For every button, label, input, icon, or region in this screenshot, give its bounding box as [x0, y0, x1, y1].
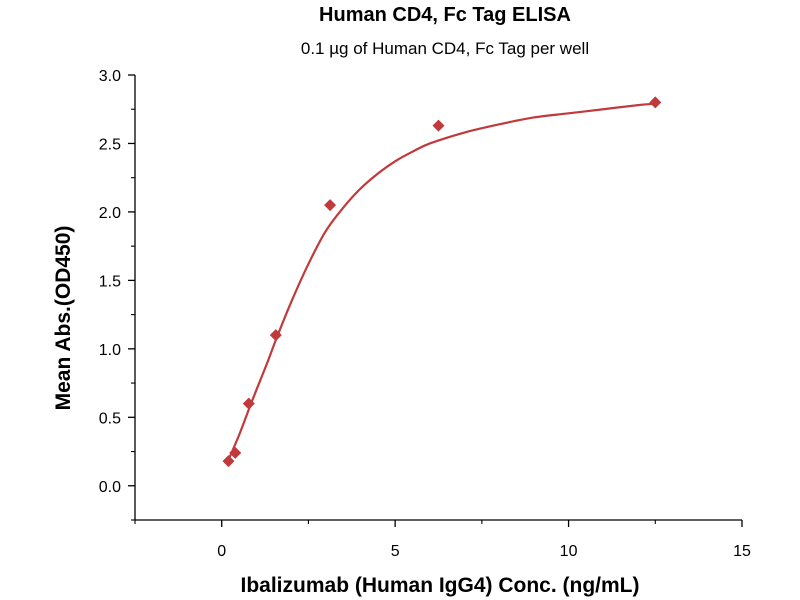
data-point — [649, 96, 662, 109]
y-tick-label: 1.0 — [99, 342, 121, 359]
y-tick-label: 3.0 — [99, 68, 121, 85]
x-tick-label: 10 — [560, 543, 578, 560]
x-axis-label: Ibalizumab (Human IgG4) Conc. (ng/mL) — [241, 574, 640, 597]
x-ticks: 0 5 10 15 — [134, 520, 751, 560]
data-point — [242, 397, 255, 410]
y-tick-label: 0.5 — [99, 410, 121, 427]
fit-curve-line — [227, 102, 656, 461]
data-point — [229, 446, 242, 459]
y-tick-label: 0.0 — [99, 479, 121, 496]
x-tick-label: 0 — [217, 543, 226, 560]
y-tick-label: 2.0 — [99, 205, 121, 222]
data-points — [222, 96, 662, 468]
data-point — [324, 199, 337, 212]
x-tick-label: 5 — [391, 543, 400, 560]
x-tick-label: 15 — [733, 543, 751, 560]
chart-title: Human CD4, Fc Tag ELISA — [319, 4, 571, 26]
data-point — [432, 119, 445, 132]
y-tick-label: 2.5 — [99, 136, 121, 153]
chart-subtitle: 0.1 µg of Human CD4, Fc Tag per well — [301, 39, 589, 58]
axes — [134, 75, 742, 521]
data-point — [222, 455, 235, 468]
y-tick-label: 1.5 — [99, 273, 121, 290]
y-axis-label: Mean Abs.(OD450) — [52, 226, 75, 411]
data-point — [269, 329, 282, 342]
y-ticks: 0.0 0.5 1.0 1.5 2.0 2.5 3.0 — [99, 68, 135, 521]
